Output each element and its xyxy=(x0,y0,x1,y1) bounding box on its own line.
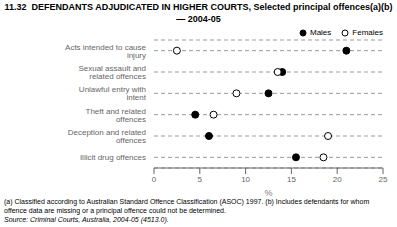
svg-text:%: % xyxy=(264,188,272,196)
svg-text:10: 10 xyxy=(241,175,250,184)
svg-text:20: 20 xyxy=(333,175,342,184)
svg-text:Acts intended to causeinjury: Acts intended to causeinjury xyxy=(65,43,146,60)
svg-text:5: 5 xyxy=(198,175,203,184)
html-text:Males: Males xyxy=(310,28,332,37)
svg-text:Deception and relatedoffences: Deception and relatedoffences xyxy=(68,128,146,145)
svg-text:15: 15 xyxy=(287,175,296,184)
html-text:Source: Criminal Courts, Austr: Source: Criminal Courts, Australia, 2004… xyxy=(4,216,169,223)
svg-text:Illicit drug offences: Illicit drug offences xyxy=(80,153,146,162)
svg-text:0: 0 xyxy=(152,175,157,184)
html-text:11.32 DEFENDANTS ADJUDICATED I: 11.32 DEFENDANTS ADJUDICATED IN HIGHER C… xyxy=(4,2,395,24)
svg-text:Unlawful entry withintent: Unlawful entry withintent xyxy=(79,85,147,102)
html-text:(a) Classified according to Au: (a) Classified according to Australian S… xyxy=(4,198,370,214)
svg-text:25: 25 xyxy=(379,175,388,184)
html-text:Females: Females xyxy=(352,28,383,37)
svg-text:Sexual assault andrelated offe: Sexual assault andrelated offences xyxy=(78,64,146,81)
svg-text:Theft and relatedoffences: Theft and relatedoffences xyxy=(86,107,146,124)
